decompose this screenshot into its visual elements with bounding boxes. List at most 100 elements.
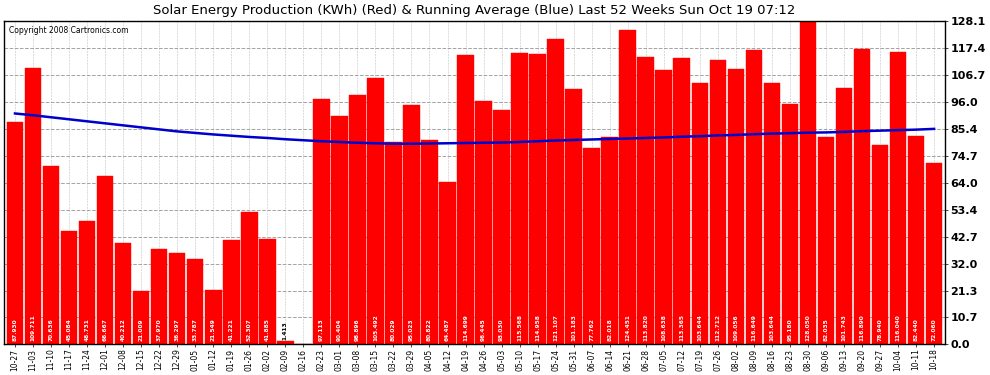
Text: 112.712: 112.712 <box>716 314 721 340</box>
Text: 80.822: 80.822 <box>427 318 432 340</box>
Bar <box>133 291 149 344</box>
Text: 98.896: 98.896 <box>354 318 360 340</box>
Bar <box>97 176 114 344</box>
Bar <box>908 136 925 344</box>
Bar <box>440 182 455 344</box>
Text: 21.549: 21.549 <box>211 318 216 340</box>
Text: 87.930: 87.930 <box>13 318 18 340</box>
Text: 36.297: 36.297 <box>174 318 179 340</box>
Bar <box>493 110 510 344</box>
Text: 78.940: 78.940 <box>877 318 882 340</box>
Text: 77.762: 77.762 <box>589 318 594 340</box>
Text: 45.084: 45.084 <box>66 318 71 340</box>
Bar <box>565 89 582 344</box>
Bar <box>385 142 402 344</box>
Bar <box>367 78 384 344</box>
Bar <box>43 166 59 344</box>
Bar <box>583 148 600 344</box>
Text: 109.056: 109.056 <box>734 314 739 340</box>
Bar <box>277 341 294 344</box>
Text: 115.568: 115.568 <box>517 314 522 340</box>
Title: Solar Energy Production (KWh) (Red) & Running Average (Blue) Last 52 Weeks Sun O: Solar Energy Production (KWh) (Red) & Ru… <box>153 4 796 17</box>
Text: 90.404: 90.404 <box>337 318 342 340</box>
Bar <box>150 249 167 344</box>
Bar <box>836 88 852 344</box>
Bar <box>530 54 545 344</box>
Bar <box>511 53 528 344</box>
Bar <box>60 231 77 344</box>
Text: 116.040: 116.040 <box>896 314 901 340</box>
Text: 95.023: 95.023 <box>409 318 414 340</box>
Text: 114.699: 114.699 <box>463 314 468 340</box>
Bar <box>763 83 780 344</box>
Text: 41.885: 41.885 <box>264 318 270 340</box>
Bar <box>241 212 257 344</box>
Bar <box>25 68 42 344</box>
Bar <box>620 30 636 344</box>
Text: 82.018: 82.018 <box>607 318 612 340</box>
Bar <box>7 123 24 344</box>
Bar <box>259 239 275 344</box>
Text: 41.221: 41.221 <box>229 318 234 340</box>
Bar <box>728 69 744 344</box>
Bar <box>313 99 330 344</box>
Bar <box>853 50 870 344</box>
Bar <box>475 101 492 344</box>
Text: 113.820: 113.820 <box>644 314 648 340</box>
Bar <box>457 55 474 344</box>
Text: 82.440: 82.440 <box>914 318 919 340</box>
Text: 40.212: 40.212 <box>121 318 126 340</box>
Text: 95.180: 95.180 <box>787 318 792 340</box>
Bar <box>169 253 185 344</box>
Bar <box>692 83 708 344</box>
Bar <box>818 137 835 344</box>
Text: 116.890: 116.890 <box>859 314 864 340</box>
Bar <box>331 116 347 344</box>
Text: 33.787: 33.787 <box>193 318 198 340</box>
Bar <box>872 145 888 344</box>
Text: 105.492: 105.492 <box>373 314 378 340</box>
Text: 80.029: 80.029 <box>391 318 396 340</box>
Text: 72.060: 72.060 <box>932 318 937 340</box>
Text: 37.970: 37.970 <box>156 318 161 340</box>
Text: 52.307: 52.307 <box>247 318 251 340</box>
Bar <box>638 57 654 344</box>
Text: 64.487: 64.487 <box>445 318 450 340</box>
Bar <box>349 95 365 344</box>
Text: 101.743: 101.743 <box>842 314 846 340</box>
Text: 101.183: 101.183 <box>571 314 576 340</box>
Bar <box>547 39 564 344</box>
Bar <box>79 221 95 344</box>
Bar <box>205 290 222 344</box>
Bar <box>421 140 438 344</box>
Bar <box>655 70 672 344</box>
Bar <box>223 240 240 344</box>
Bar <box>745 50 762 344</box>
Text: 1.413: 1.413 <box>283 321 288 340</box>
Bar <box>800 21 816 344</box>
Bar <box>710 60 726 344</box>
Bar <box>890 51 906 344</box>
Bar <box>187 259 204 344</box>
Text: 103.644: 103.644 <box>769 314 774 340</box>
Text: 124.451: 124.451 <box>626 314 631 340</box>
Bar <box>115 243 132 344</box>
Bar <box>782 104 798 344</box>
Text: 109.711: 109.711 <box>31 314 36 340</box>
Text: 97.113: 97.113 <box>319 318 324 340</box>
Text: 70.636: 70.636 <box>49 318 53 340</box>
Text: 21.009: 21.009 <box>139 318 144 340</box>
Text: 66.667: 66.667 <box>103 318 108 340</box>
Text: 116.649: 116.649 <box>751 314 756 340</box>
Text: Copyright 2008 Cartronics.com: Copyright 2008 Cartronics.com <box>9 26 129 35</box>
Bar <box>926 162 942 344</box>
Text: 121.107: 121.107 <box>553 314 558 340</box>
Bar <box>601 137 618 344</box>
Text: 128.050: 128.050 <box>806 314 811 340</box>
Text: 103.644: 103.644 <box>697 314 702 340</box>
Text: 93.030: 93.030 <box>499 318 504 340</box>
Bar <box>403 105 420 344</box>
Bar <box>673 58 690 344</box>
Text: 48.731: 48.731 <box>84 318 89 340</box>
Text: 108.638: 108.638 <box>661 314 666 340</box>
